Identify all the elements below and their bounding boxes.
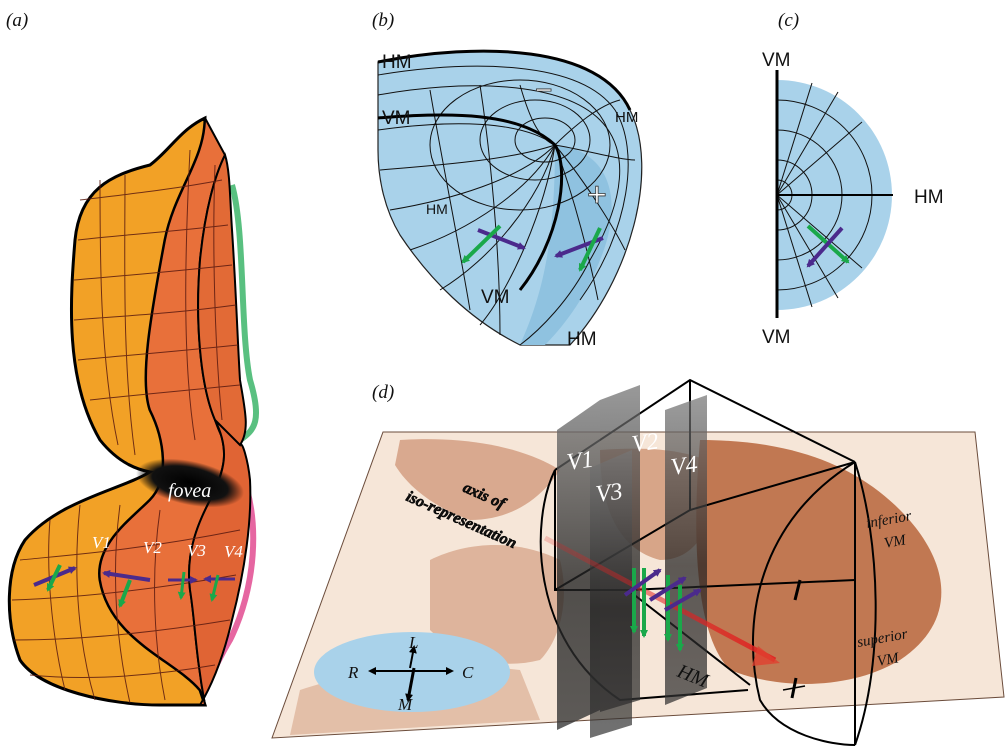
panel-d: (d) L R C M (271, 378, 1005, 746)
panel-d-v1-label: V1 (565, 446, 595, 475)
fovea-blob (136, 458, 244, 508)
slice-v3 (590, 450, 632, 738)
panel-b-minus: − (535, 74, 553, 107)
panel-b-grid (377, 65, 636, 346)
panel-a-arrows (33, 564, 235, 608)
panel-c-arrows (806, 224, 850, 268)
green-rim (229, 184, 260, 443)
panel-b-hm-bottom: HM (567, 329, 597, 350)
panel-a-grid (11, 149, 241, 704)
panel-b-hm-thick (377, 49, 632, 111)
panel-a: (a) (6, 10, 260, 707)
panel-a-v3-label: V3 (187, 541, 206, 560)
compass-l-label: L (408, 633, 418, 652)
slice-v4 (665, 395, 707, 705)
compass-c-label: C (462, 663, 474, 682)
superior-vm-label: VM (876, 650, 902, 670)
panel-b-arrows (461, 224, 604, 272)
compass-r-label: R (347, 663, 359, 682)
panel-c-label: (c) (778, 10, 799, 31)
panel-b-plus: + (587, 176, 607, 214)
panel-b-hm-right: HM (615, 109, 638, 126)
iso-axis-head (752, 646, 780, 666)
inferior-vm-label: VM (883, 532, 909, 552)
panel-d-arrows (623, 568, 702, 652)
compass-m-label: M (397, 695, 413, 714)
iso-axis-line (543, 535, 777, 663)
panel-b-hm-inner: HM (426, 201, 448, 217)
inferior-label: inferior (865, 508, 913, 532)
panel-b-fold (520, 145, 612, 345)
compass-vertical (408, 645, 417, 669)
panel-c: (c) VM HM VM (762, 10, 944, 348)
panel-a-v4-label: V4 (224, 542, 243, 561)
panel-a-label: (a) (6, 10, 28, 31)
panel-b-hm-top: HM (382, 52, 412, 73)
right-face-minus-mark (793, 579, 802, 601)
panel-a-v2-label: V2 (143, 538, 162, 557)
panel-d-v4-label: V4 (669, 451, 699, 480)
panel-c-hm-right: HM (914, 187, 944, 208)
compass-vertical-down (405, 667, 416, 702)
panel-b-vm-thick (377, 113, 564, 291)
panel-b: (b) HM VM − (372, 10, 643, 350)
panel-c-vm-top: VM (762, 50, 791, 71)
panel-b-label: (b) (372, 10, 394, 31)
panel-b-vm-bottom: VM (481, 287, 510, 308)
panel-a-v1-label: V1 (92, 533, 111, 552)
panel-b-vm-left: VM (382, 108, 411, 129)
right-face-cross-mark-2 (782, 685, 806, 691)
panel-d-v2-label: V2 (630, 428, 660, 457)
slice-v1 (557, 400, 600, 730)
panel-c-vm-bottom: VM (762, 327, 791, 348)
panel-d-v3-label: V3 (594, 478, 624, 507)
panel-d-label: (d) (372, 382, 394, 403)
fovea-label: fovea (168, 480, 211, 502)
